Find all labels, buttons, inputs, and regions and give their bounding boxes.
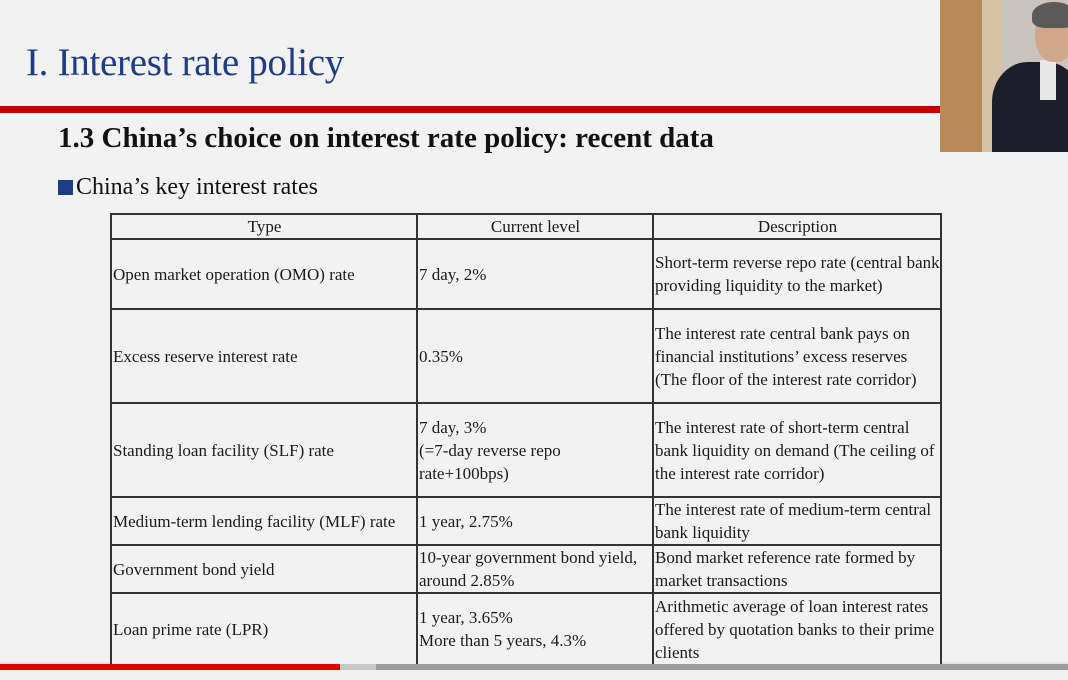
table-row: Excess reserve interest rate 0.35% The i… (110, 308, 942, 404)
speaker-webcam-overlay (940, 0, 1068, 152)
cell-type: Open market operation (OMO) rate (110, 238, 418, 310)
cell-type: Government bond yield (110, 544, 418, 594)
slide-subtitle: 1.3 China’s choice on interest rate poli… (58, 122, 714, 154)
player-bottom-strip (0, 670, 1068, 680)
cell-description: The interest rate of short-term central … (652, 402, 942, 498)
video-progress-buffered (340, 664, 376, 670)
cell-description: Short-term reverse repo rate (central ba… (652, 238, 942, 310)
cell-type: Medium-term lending facility (MLF) rate (110, 496, 418, 546)
cell-current-level: 10-year government bond yield, around 2.… (416, 544, 654, 594)
table-row: Loan prime rate (LPR) 1 year, 3.65% More… (110, 592, 942, 666)
cell-type: Standing loan facility (SLF) rate (110, 402, 418, 498)
title-divider (0, 106, 940, 113)
table-row: Standing loan facility (SLF) rate 7 day,… (110, 402, 942, 498)
section-heading-text: China’s key interest rates (76, 174, 318, 200)
cell-description: Bond market reference rate formed by mar… (652, 544, 942, 594)
slide-title: I. Interest rate policy (26, 41, 344, 84)
presentation-slide: I. Interest rate policy 1.3 China’s choi… (0, 0, 1068, 666)
cell-current-level: 7 day, 2% (416, 238, 654, 310)
table-row: Government bond yield 10-year government… (110, 544, 942, 594)
interest-rates-table: Type Current level Description Open mark… (110, 213, 942, 666)
video-progress-bar[interactable] (0, 664, 1068, 670)
cell-current-level: 7 day, 3% (=7-day reverse repo rate+100b… (416, 402, 654, 498)
column-header-current-level: Current level (416, 213, 654, 240)
video-progress-played (0, 664, 340, 670)
cell-current-level: 0.35% (416, 308, 654, 404)
square-bullet-icon (58, 180, 73, 195)
cell-description: The interest rate central bank pays on f… (652, 308, 942, 404)
section-heading: China’s key interest rates (58, 174, 318, 201)
column-header-description: Description (652, 213, 942, 240)
table-header-row: Type Current level Description (110, 213, 942, 240)
cell-description: The interest rate of medium-term central… (652, 496, 942, 546)
column-header-type: Type (110, 213, 418, 240)
cell-current-level: 1 year, 2.75% (416, 496, 654, 546)
table-row: Medium-term lending facility (MLF) rate … (110, 496, 942, 546)
cell-description: Arithmetic average of loan interest rate… (652, 592, 942, 666)
cell-current-level: 1 year, 3.65% More than 5 years, 4.3% (416, 592, 654, 666)
table-row: Open market operation (OMO) rate 7 day, … (110, 238, 942, 310)
cell-type: Loan prime rate (LPR) (110, 592, 418, 666)
cell-type: Excess reserve interest rate (110, 308, 418, 404)
